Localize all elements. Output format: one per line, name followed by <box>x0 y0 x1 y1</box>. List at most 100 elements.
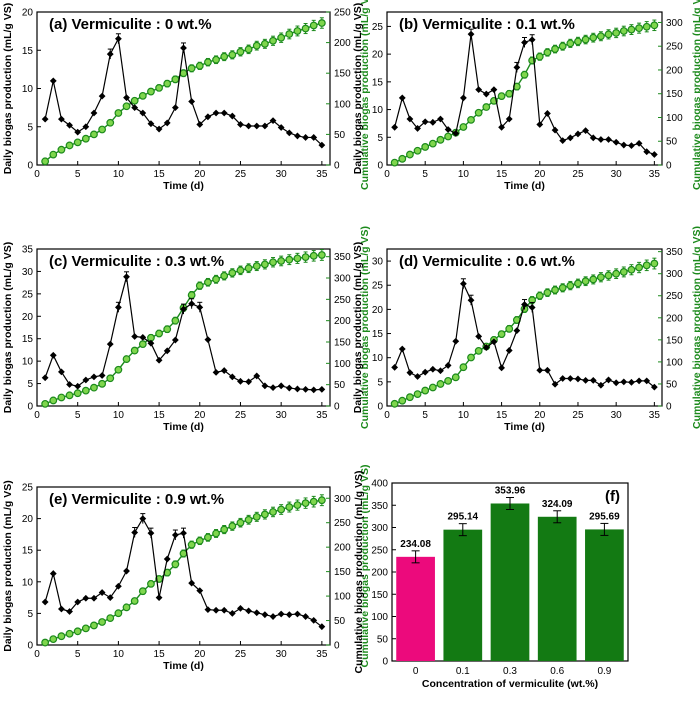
cumulative-point <box>236 518 245 527</box>
daily-point <box>212 368 220 376</box>
daily-point <box>589 376 597 384</box>
daily-point <box>582 127 590 135</box>
y-tick-label: 0 <box>382 657 388 668</box>
daily-point <box>551 380 559 388</box>
daily-point <box>114 582 122 590</box>
daily-point <box>58 605 65 613</box>
daily-point <box>139 109 147 117</box>
y-tick-label: 25 <box>372 281 384 292</box>
daily-point <box>106 594 114 601</box>
daily-point <box>74 598 82 606</box>
y2-tick-label: 50 <box>666 137 678 148</box>
x-tick-label: 20 <box>194 649 206 660</box>
cumulative-point <box>406 393 414 402</box>
cumulative-point <box>309 497 318 506</box>
cumulative-point <box>482 103 491 111</box>
daily-point <box>49 77 57 85</box>
cumulative-point <box>535 291 544 300</box>
panel-f: 0 50 100 150 200 250 300 350 400 234.08 0 295.14 0.1… <box>353 470 629 690</box>
bar <box>585 529 624 661</box>
daily-point <box>574 130 582 138</box>
cumulative-point <box>163 325 172 334</box>
daily-point <box>285 129 293 137</box>
daily-point <box>414 373 421 380</box>
cumulative-point <box>293 501 302 509</box>
cumulative-point <box>260 510 269 519</box>
daily-point <box>421 118 429 126</box>
y-axis-label: Daily biogas production (mL/g VS) <box>352 242 364 414</box>
y2-tick-label: 100 <box>334 99 351 110</box>
cumulative-point <box>138 587 147 596</box>
y2-tick-label: 0 <box>666 402 672 413</box>
x-tick-label: 30 <box>276 169 288 180</box>
panel-c: 0 5 10 15 20 25 30 3505101520253035050100150200… <box>2 226 371 433</box>
cumulative-point <box>451 373 460 382</box>
daily-point <box>459 94 467 102</box>
cumulative-point <box>155 83 163 92</box>
y-tick-label: 10 <box>372 105 384 116</box>
cumulative-point <box>436 135 445 144</box>
cumulative-point <box>195 61 204 70</box>
cumulative-point <box>390 399 399 408</box>
daily-point <box>643 148 651 156</box>
x-tick-label: 35 <box>649 410 661 421</box>
plot-frame <box>36 486 331 646</box>
cumulative-point <box>604 30 613 39</box>
y2-tick-label: 200 <box>334 38 351 49</box>
daily-point <box>391 363 399 371</box>
cumulative-point <box>474 346 483 355</box>
y-tick-label: 30 <box>22 267 34 278</box>
cumulative-point <box>293 254 302 263</box>
daily-point <box>90 109 98 117</box>
daily-point <box>635 139 643 147</box>
cumulative-point <box>635 24 643 33</box>
cumulative-point <box>467 115 475 124</box>
x-tick-label: 30 <box>276 649 288 660</box>
daily-point <box>536 366 544 374</box>
y2-tick-label: 300 <box>666 269 683 280</box>
cumulative-point <box>436 380 445 388</box>
cumulative-point <box>459 123 468 131</box>
cumulative-point <box>220 52 229 61</box>
daily-point <box>228 112 236 120</box>
cumulative-point <box>122 102 131 111</box>
y-tick-label: 0 <box>27 402 33 413</box>
x-tick-label: 10 <box>113 169 125 180</box>
cumulative-point <box>228 50 237 59</box>
y2-tick-label: 150 <box>334 69 351 80</box>
daily-point <box>559 375 567 382</box>
daily-point <box>650 383 658 391</box>
daily-point <box>597 136 605 143</box>
y-tick-label: 0 <box>377 161 383 172</box>
cumulative-point <box>187 291 196 299</box>
daily-point <box>220 606 228 614</box>
bar-value-label: 353.96 <box>495 485 526 496</box>
x-axis-label: Time (d) <box>163 660 204 672</box>
x-tick-label: 0 <box>34 649 40 660</box>
daily-point <box>66 381 73 388</box>
y2-tick-label: 150 <box>666 89 683 100</box>
daily-point <box>536 121 544 128</box>
cumulative-point <box>301 499 310 508</box>
cumulative-point <box>57 145 66 154</box>
y-tick-label: 5 <box>27 379 33 390</box>
panel-a: 0 5 10 15 20 25 30 3505101520050100150200250Tim… <box>2 0 371 192</box>
cumulative-point <box>41 157 50 166</box>
cumulative-point <box>566 281 575 290</box>
daily-point <box>505 347 513 354</box>
y2-tick-label: 250 <box>666 42 683 53</box>
cumulative-point <box>619 268 628 276</box>
cumulative-point <box>428 139 437 148</box>
cumulative-point <box>236 266 245 275</box>
cumulative-point <box>650 259 659 268</box>
bar-value-label: 324.09 <box>542 499 573 510</box>
y2-tick-label: 50 <box>334 380 346 391</box>
panel-title: (a) Vermiculite : 0 wt.% <box>49 16 212 33</box>
cumulative-point <box>309 21 318 30</box>
cumulative-point <box>195 536 204 545</box>
cumulative-point <box>269 508 277 516</box>
daily-point <box>277 610 285 618</box>
bar-value-label: 295.14 <box>448 512 479 523</box>
y-tick-label: 20 <box>22 312 34 323</box>
cumulative-point <box>212 529 220 538</box>
